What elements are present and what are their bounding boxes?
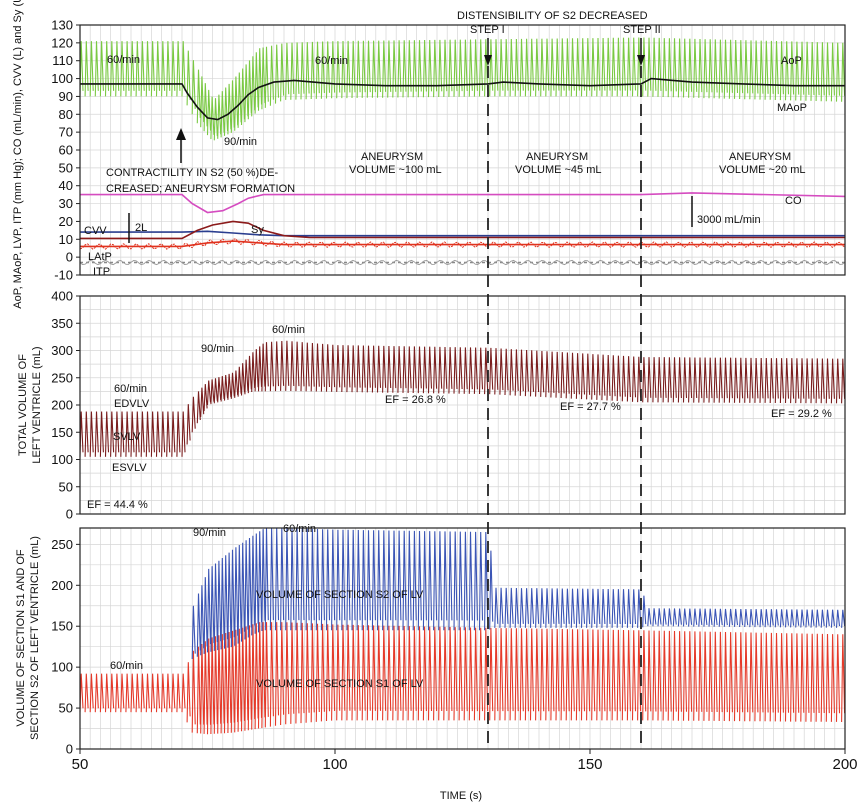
x-tick-label: 100 (322, 756, 347, 773)
step-arrow-head (637, 55, 645, 66)
event-note-line1: CONTRACTILITY IN S2 (50 %)DE- (106, 167, 278, 179)
step-label: STEP II (623, 24, 661, 36)
aneurysm-volume-3: VOLUME ~20 mL (719, 164, 806, 176)
y-tick-label: 0 (66, 742, 73, 757)
edvlv-label: EDVLV (114, 398, 150, 410)
y-tick-label: 50 (59, 160, 73, 175)
lv-volume-series (79, 340, 846, 457)
y-tick-label: 400 (51, 289, 73, 304)
y-tick-label: 80 (59, 107, 73, 122)
s2-series-label: VOLUME OF SECTION S2 OF LV (256, 589, 424, 601)
event-arrow-head (176, 128, 186, 140)
aop-series (79, 37, 846, 141)
y-tick-label: 50 (59, 701, 73, 716)
y-axis-label-line2: SECTION S2 OF LEFT VENTRICLE (mL) (29, 536, 41, 740)
y-tick-label: 60 (59, 143, 73, 158)
latp-series (80, 240, 845, 248)
maop-label: MAoP (777, 102, 807, 114)
ef-label: EF = 44.4 % (87, 499, 148, 511)
rate-label: 60/min (110, 660, 143, 672)
events-title: DISTENSIBILITY OF S2 DECREASED (457, 10, 648, 22)
x-tick-label: 50 (72, 756, 89, 773)
y-tick-label: 110 (52, 53, 73, 68)
itp-wiggle (79, 259, 846, 266)
y-tick-label: 100 (51, 71, 73, 86)
aneurysm-label-2: ANEURYSM (526, 151, 588, 163)
aneurysm-label-1: ANEURYSM (361, 151, 423, 163)
y-tick-label: 90 (59, 89, 73, 104)
rate-label: 60/min (315, 55, 348, 67)
y-tick-label: 300 (51, 343, 73, 358)
y-axis-label-line1: TOTAL VOLUME OF (17, 354, 29, 456)
ef-label: EF = 29.2 % (771, 408, 832, 420)
y-tick-label: 40 (59, 178, 73, 193)
data-layer (79, 37, 846, 735)
latp-wiggle (79, 238, 846, 250)
svlv-label: SVLV (113, 431, 141, 443)
y-tick-label: 130 (51, 18, 73, 33)
y-tick-label: 150 (51, 619, 73, 634)
rate-label: 60/min (283, 523, 316, 535)
x-axis-label: TIME (s) (440, 790, 482, 802)
rate-label: 60/min (272, 324, 305, 336)
y-tick-label: 150 (51, 425, 73, 440)
scale-2l-label: 2L (135, 222, 147, 234)
latp-label: LAtP (88, 251, 112, 263)
panel-frame (79, 527, 846, 750)
y-axis-label: AoP, MAoP, LVP, ITP (mm Hg); CO (mL/min)… (12, 0, 24, 309)
step-arrow-head (484, 55, 492, 66)
text-layer: 1301201101009080706050403020100-1060/min… (12, 0, 858, 802)
y-tick-label: 0 (66, 507, 73, 522)
itp-label: ITP (93, 266, 110, 278)
y-tick-label: 250 (51, 537, 73, 552)
x-tick-label: 200 (832, 756, 857, 773)
y-tick-label: 0 (66, 250, 73, 265)
s1-volume-series (79, 622, 846, 735)
y-tick-label: 350 (51, 316, 73, 331)
y-tick-label: 100 (51, 660, 73, 675)
y-tick-label: 20 (59, 214, 73, 229)
ef-label: EF = 27.7 % (560, 401, 621, 413)
y-tick-label: 50 (59, 479, 73, 494)
y-tick-label: 250 (51, 370, 73, 385)
rate-label: 60/min (107, 54, 140, 66)
aneurysm-volume-1: VOLUME ~100 mL (349, 164, 442, 176)
aop-label: AoP (781, 55, 802, 67)
maop-series (80, 77, 845, 121)
y-axis-label-line2: LEFT VENTRICLE (mL) (31, 346, 43, 463)
y-tick-label: 200 (51, 578, 73, 593)
y-axis-label-line1: VOLUME OF SECTION S1 AND OF (15, 549, 27, 727)
y-tick-label: 70 (59, 125, 73, 140)
rate-label: 90/min (201, 343, 234, 355)
s1-series-label: VOLUME OF SECTION S1 OF LV (256, 678, 424, 690)
grid-layer (79, 24, 846, 750)
y-tick-label: -10 (54, 268, 73, 283)
cvv-label: CVV (84, 225, 107, 237)
aneurysm-volume-2: VOLUME ~45 mL (515, 164, 602, 176)
rate-label: 90/min (193, 527, 226, 539)
scale-co-label: 3000 mL/min (697, 214, 761, 226)
y-tick-label: 10 (59, 232, 73, 247)
axes-layer (76, 24, 846, 754)
y-tick-label: 30 (59, 196, 73, 211)
aneurysm-label-3: ANEURYSM (729, 151, 791, 163)
y-tick-label: 100 (51, 452, 73, 467)
y-tick-label: 120 (51, 35, 73, 50)
esvlv-label: ESVLV (112, 462, 147, 474)
rate-label: 90/min (224, 136, 257, 148)
x-tick-label: 150 (577, 756, 602, 773)
co-label: CO (785, 195, 802, 207)
y-tick-label: 200 (51, 398, 73, 413)
co-series (80, 192, 846, 214)
sy-label: Sy (251, 224, 264, 236)
rate-label: 60/min (114, 383, 147, 395)
s2-volume-series (191, 527, 846, 660)
event-note-line2: CREASED; ANEURYSM FORMATION (106, 183, 295, 195)
step-label: STEP I (470, 24, 505, 36)
ef-label: EF = 26.8 % (385, 394, 446, 406)
